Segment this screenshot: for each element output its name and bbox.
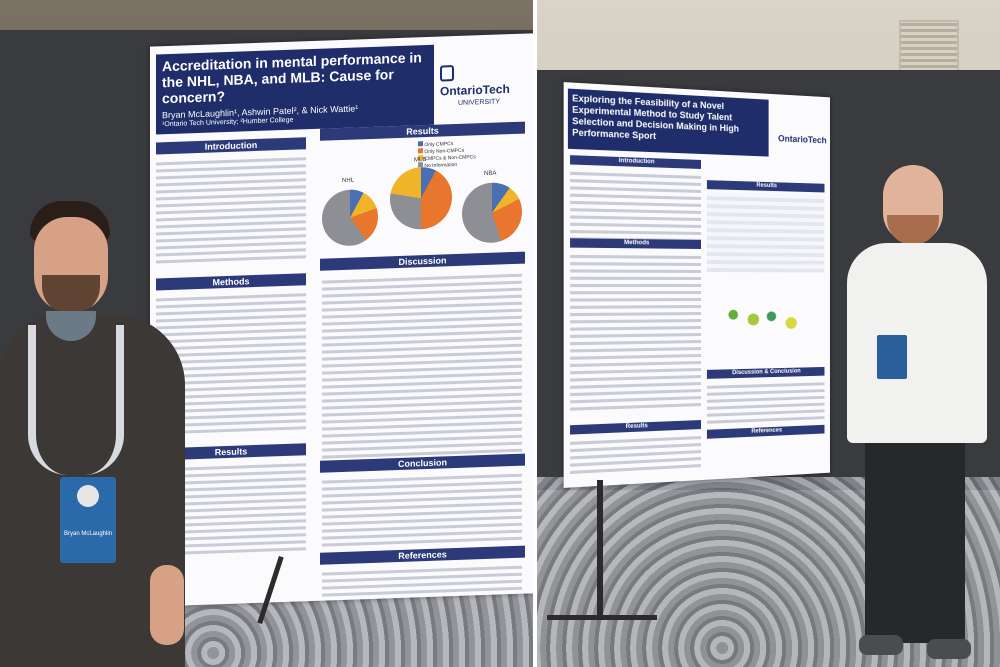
pie-label-mlb: MLB: [414, 157, 426, 163]
plot-point: [728, 310, 738, 320]
pie-label-nhl: NHL: [342, 178, 354, 184]
right-poster-logo: OntarioTech: [778, 133, 827, 145]
right-section-methods: Methods: [570, 238, 701, 249]
plot-point: [767, 311, 776, 321]
ontario-tech-logo: OntarioTech UNIVERSITY: [440, 61, 528, 107]
presenter-left: Bryan McLaughlin: [0, 195, 190, 667]
section-introduction: Introduction: [156, 137, 306, 154]
left-poster-title: Accreditation in mental performance in t…: [162, 49, 428, 106]
easel-base: [547, 615, 657, 620]
left-poster-header: Accreditation in mental performance in t…: [156, 45, 434, 135]
right-section-introduction: Introduction: [570, 155, 701, 169]
right-poster-title: Exploring the Feasibility of a Novel Exp…: [572, 93, 765, 147]
easel-stand: [597, 480, 603, 620]
chart-legend: Only CMPCs Only Non-CMPCs CMPCs & Non-CM…: [418, 137, 528, 169]
pie-label-nba: NBA: [484, 171, 496, 177]
wall-vent: [899, 20, 959, 76]
presenter-right-shirt: [847, 243, 987, 443]
conference-badge: Bryan McLaughlin: [60, 477, 116, 563]
right-poster: Exploring the Feasibility of a Novel Exp…: [564, 82, 830, 488]
left-poster: Accreditation in mental performance in t…: [150, 33, 533, 606]
conclusion-text: [322, 470, 522, 551]
presenter-right-pants: [865, 443, 965, 643]
presenter-right-shoe: [859, 635, 903, 655]
discussion-text: [322, 270, 522, 463]
ontario-tech-logo-text: OntarioTech: [440, 82, 510, 98]
presenter-right-shoe: [927, 639, 971, 659]
plot-point: [786, 317, 797, 329]
pie-chart-nhl: [322, 189, 378, 247]
badge-logo: [77, 485, 99, 507]
ontario-tech-logo-mark: [440, 65, 454, 81]
presenter-left-beard: [42, 275, 100, 315]
right-section-discussion: Discussion & Conclusion: [707, 367, 825, 379]
results-table: [707, 192, 825, 272]
presenter-right-beard: [887, 215, 939, 245]
lanyard: [28, 325, 124, 475]
plot-point: [748, 314, 759, 326]
pie-chart-mlb: [390, 166, 452, 230]
bubble-plot: [717, 290, 819, 360]
presenter-right: [837, 165, 997, 667]
right-section-results: Results: [707, 180, 825, 192]
right-photo: Exploring the Feasibility of a Novel Exp…: [537, 0, 1000, 667]
left-photo: Accreditation in mental performance in t…: [0, 0, 533, 667]
right-methods-text: [570, 251, 701, 415]
right-intro-text: [570, 168, 701, 246]
right-poster-header: Exploring the Feasibility of a Novel Exp…: [568, 89, 769, 157]
section-discussion: Discussion: [320, 252, 525, 271]
right-discussion-text: [707, 379, 825, 428]
pie-chart-nba: [462, 182, 522, 244]
presenter-left-hand: [150, 565, 184, 645]
badge-name: Bryan McLaughlin: [60, 531, 116, 537]
ontario-tech-logo-sub: UNIVERSITY: [458, 97, 528, 106]
right-results-text: [570, 432, 701, 478]
presenter-right-badge: [877, 335, 907, 379]
